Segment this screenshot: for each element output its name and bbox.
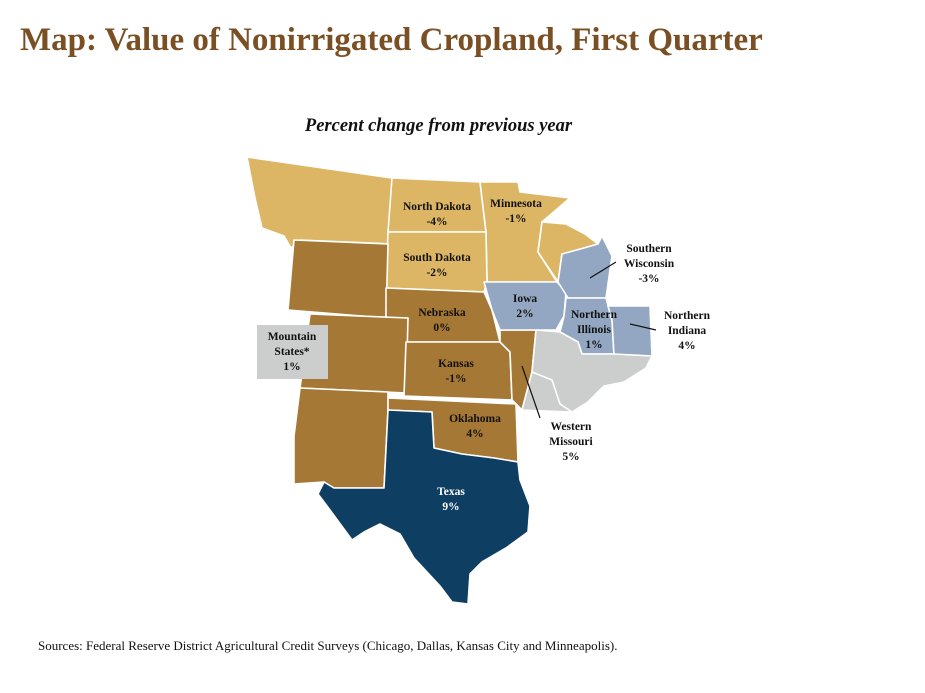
label-north-dakota: North Dakota -4% (403, 201, 471, 228)
svg-text:4%: 4% (678, 340, 695, 352)
svg-text:1%: 1% (283, 361, 300, 373)
region-kansas (403, 341, 513, 401)
label-southern-wisconsin: Southern Wisconsin -3% (624, 243, 675, 285)
region-montana (246, 156, 393, 249)
svg-text:-3%: -3% (638, 273, 659, 285)
svg-text:South Dakota: South Dakota (403, 252, 471, 264)
svg-text:Southern: Southern (626, 243, 672, 255)
svg-text:-1%: -1% (505, 213, 526, 225)
svg-text:Northern: Northern (571, 309, 618, 321)
region-southern-wisconsin (557, 235, 613, 299)
label-iowa: Iowa 2% (513, 293, 538, 320)
region-new-mexico (293, 387, 389, 489)
label-minnesota: Minnesota -1% (490, 198, 542, 225)
mountain-states-label-box (257, 325, 328, 379)
svg-text:9%: 9% (442, 501, 459, 513)
source-note: Sources: Federal Reserve District Agricu… (38, 638, 618, 653)
svg-text:4%: 4% (466, 428, 483, 440)
svg-text:Mountain: Mountain (268, 331, 317, 343)
svg-text:Nebraska: Nebraska (418, 307, 466, 319)
label-northern-indiana: Northern Indiana 4% (664, 310, 711, 352)
svg-text:Wisconsin: Wisconsin (624, 258, 675, 270)
svg-text:Northern: Northern (664, 310, 711, 322)
label-kansas: Kansas -1% (438, 358, 474, 385)
svg-text:5%: 5% (562, 451, 579, 463)
map-subtitle: Percent change from previous year (304, 116, 573, 136)
map-title: Map: Value of Nonirrigated Cropland, Fir… (20, 22, 763, 58)
label-northern-illinois: Northern Illinois 1% (571, 309, 618, 351)
label-oklahoma: Oklahoma 4% (449, 413, 501, 440)
region-iowa (483, 281, 567, 331)
label-western-missouri: Western Missouri 5% (549, 421, 593, 463)
region-eastern-missouri (519, 371, 573, 413)
svg-text:Minnesota: Minnesota (490, 198, 542, 210)
svg-text:-1%: -1% (445, 373, 466, 385)
svg-text:1%: 1% (585, 339, 602, 351)
leader-line-missouri (521, 365, 541, 419)
label-south-dakota: South Dakota -2% (403, 252, 471, 279)
svg-text:States*: States* (274, 346, 309, 358)
svg-text:Missouri: Missouri (549, 436, 593, 448)
leader-line-wisconsin (589, 261, 617, 279)
svg-text:Indiana: Indiana (668, 325, 707, 337)
svg-text:Kansas: Kansas (438, 358, 474, 370)
region-texas (317, 409, 531, 605)
svg-text:2%: 2% (516, 308, 533, 320)
region-wyoming (287, 239, 389, 319)
svg-text:Western: Western (551, 421, 592, 433)
svg-text:-4%: -4% (426, 216, 447, 228)
svg-text:-2%: -2% (426, 267, 447, 279)
svg-text:Illinois: Illinois (577, 324, 611, 336)
svg-text:North Dakota: North Dakota (403, 201, 471, 213)
leader-line-indiana (629, 323, 657, 331)
label-nebraska: Nebraska 0% (418, 307, 466, 334)
svg-text:Texas: Texas (437, 486, 465, 498)
label-texas: Texas 9% (437, 486, 465, 513)
svg-text:Iowa: Iowa (513, 293, 538, 305)
svg-text:0%: 0% (433, 322, 450, 334)
svg-text:Oklahoma: Oklahoma (449, 413, 501, 425)
label-mountain-states: Mountain States* 1% (268, 331, 317, 373)
